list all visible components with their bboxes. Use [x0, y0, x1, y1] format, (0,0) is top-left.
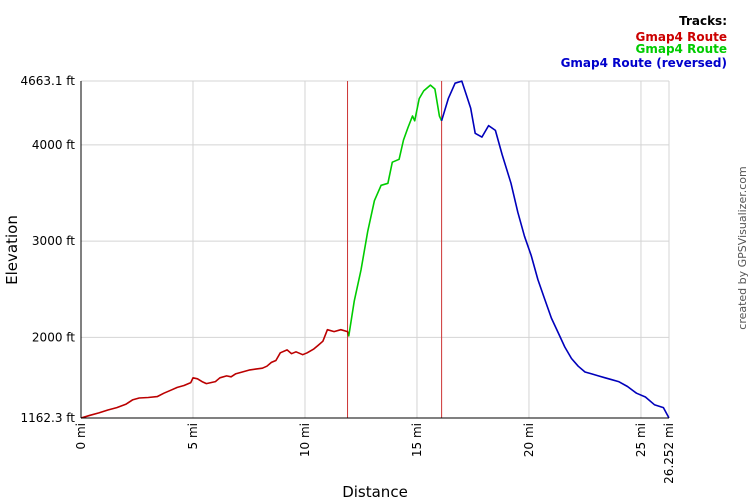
legend: Tracks: Gmap4 Route Gmap4 Route Gmap4 Ro… [561, 14, 727, 70]
legend-entry-gmap4-route-green: Gmap4 Route [636, 42, 727, 56]
x-tick-label: 5 mi [186, 423, 200, 449]
legend-entry-gmap4-route-red: Gmap4 Route [636, 30, 727, 44]
y-tick-label: 2000 ft [32, 330, 75, 344]
y-tick-label: 3000 ft [32, 234, 75, 248]
legend-entry-gmap4-route-reversed: Gmap4 Route (reversed) [561, 56, 727, 70]
x-tick-label: 20 mi [522, 423, 536, 457]
x-tick-label: 15 mi [410, 423, 424, 457]
series-line-1 [347, 84, 443, 337]
y-tick-label: 4000 ft [32, 138, 75, 152]
x-tick-label: 10 mi [298, 423, 312, 457]
x-tick-label: 26.252 mi [662, 423, 676, 484]
x-tick-labels: 0 mi 5 mi 10 mi 15 mi 20 mi 25 mi 26.252 mi [74, 423, 676, 484]
x-tick-label: 0 mi [74, 423, 88, 449]
y-tick-labels: 1162.3 ft 2000 ft 3000 ft 4000 ft 4663.1 ft [20, 74, 75, 425]
series-lines [80, 80, 670, 419]
y-tick-label: 1162.3 ft [20, 411, 75, 425]
series-line-0 [80, 328, 350, 419]
track-dividers [347, 81, 443, 418]
y-axis-title: Elevation [3, 215, 21, 285]
x-axis-title: Distance [342, 483, 408, 500]
series-line-2 [440, 80, 670, 419]
y-tick-label: 4663.1 ft [20, 74, 75, 88]
credit-text: created by GPSVisualizer.com [736, 166, 749, 329]
legend-title: Tracks: [679, 14, 727, 28]
x-tick-label: 25 mi [634, 423, 648, 457]
